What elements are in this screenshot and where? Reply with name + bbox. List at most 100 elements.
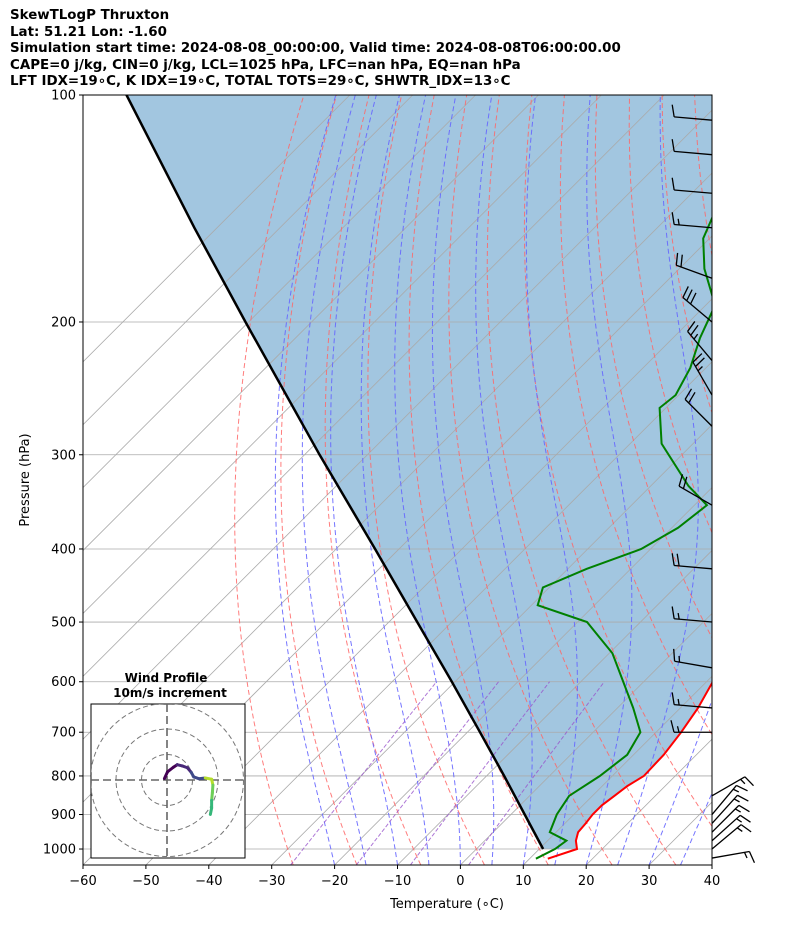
wind-barb-feather [736,784,748,792]
wind-barb [687,321,713,361]
isotherm-line [83,109,712,740]
x-tick-label: −40 [195,874,222,889]
wind-barb-feather [684,388,693,400]
dry-adiabat [448,95,613,865]
isotherm-line [83,95,665,677]
mixing-ratio-line [409,681,550,865]
wind-barb-feather [675,252,679,266]
wind-barb-half-feather [732,788,740,793]
isotherm-line [83,95,539,552]
wind-barb-half-feather [676,726,680,733]
wind-barb-half-feather [740,778,746,785]
wind-barb-feather [680,254,683,268]
wind-barb [711,814,751,842]
wind-barb-feather [670,720,675,733]
wind-barb-shaft [711,850,750,859]
wind-barb [675,252,713,279]
moist-adiabat [680,791,712,865]
wind-barb-shaft [674,564,713,570]
isotherm-line [83,95,413,426]
isotherm-line [83,95,351,363]
y-tick-label: 1000 [43,843,76,858]
dry-adiabat [280,95,358,865]
moist-adiabat [431,95,495,865]
parcel-profile-line [125,95,545,850]
wind-barb-feather [740,824,752,833]
moist-adiabat [711,863,712,865]
wind-barb [711,776,754,797]
wind-barb-feather [688,391,696,404]
wind-barb [671,139,713,156]
temperature-profile-line [547,681,712,860]
wind-barb-half-feather [693,333,699,340]
wind-barb [711,784,748,815]
wind-barb-feather [690,324,699,336]
wind-barb-shaft [711,824,742,850]
isotherm-line [523,675,712,865]
dry-adiabat [727,95,794,865]
wind-barb-half-feather [677,698,680,706]
dry-adiabat [760,95,794,865]
wind-barb [711,850,756,864]
isotherm-line [145,298,712,865]
wind-barb-feather [682,476,688,489]
wind-barb-feather [671,212,675,225]
index-params: LFT IDX=19∘C, K IDX=19∘C, TOTAL TOTS=29∘… [10,74,511,89]
x-tick-label: −60 [69,874,96,889]
isotherm-line [334,487,712,865]
y-tick-label: 200 [51,315,76,330]
isotherm-line [460,612,712,865]
wind-barb-feather [739,814,751,823]
x-tick-label: −30 [258,874,285,889]
wind-barb-shaft [674,660,713,669]
wind-barb-feather [682,286,689,298]
location-info: Lat: 51.21 Lon: -1.60 [10,24,167,40]
moist-adiabat [585,95,633,865]
dry-adiabat [234,95,305,865]
wind-barb-shaft [674,618,713,623]
wind-barb-feather [676,553,680,567]
wind-barb-half-feather [743,852,748,859]
hodograph-ring [91,704,244,857]
wind-barb-shaft [676,264,713,279]
isotherm-line [83,95,602,614]
y-tick-label: 100 [51,89,76,104]
moist-adiabat [648,698,712,865]
mixing-ratio-line [290,681,437,865]
wind-barb [678,474,713,506]
wind-barb-shaft [678,485,713,506]
dewpoint-profile-line [535,215,712,860]
hodograph-segment [208,806,214,816]
moist-adiabat [274,95,337,865]
wind-barb-feather [671,692,675,705]
x-tick-label: −10 [384,874,411,889]
wind-barb-feather [737,794,749,802]
wind-barb [671,692,713,709]
wind-barb-shaft [687,331,713,361]
wind-barb-shaft [674,150,713,156]
hodograph-plot [91,704,245,858]
wind-barb-feather [671,177,675,191]
moist-adiabat [617,95,699,865]
wind-barb-shaft [711,804,740,833]
dry-adiabat [523,95,712,828]
x-tick-label: 40 [704,874,721,889]
wind-barb-feather [748,851,756,864]
moist-adiabat [360,95,430,865]
wind-barb-feather [673,648,676,662]
time-info: Simulation start time: 2024-08-08_00:00:… [10,41,621,56]
wind-barb-feather [671,139,675,152]
dry-adiabat [367,95,485,865]
wind-barb-feather [671,606,675,619]
wind-barb [671,177,713,194]
y-axis-label: Pressure (hPa) [18,433,33,526]
mixing-ratio-line [468,681,605,865]
dry-adiabat [559,95,712,736]
y-tick-label: 300 [51,448,76,463]
dry-adiabat [594,95,712,639]
wind-barb-shaft [674,116,713,121]
chart-header: SkewTLogP Thruxton Lat: 51.21 Lon: -1.60… [10,8,621,91]
moist-adiabat [394,95,461,865]
hodograph-frame [90,703,246,859]
moist-adiabat [301,95,367,865]
